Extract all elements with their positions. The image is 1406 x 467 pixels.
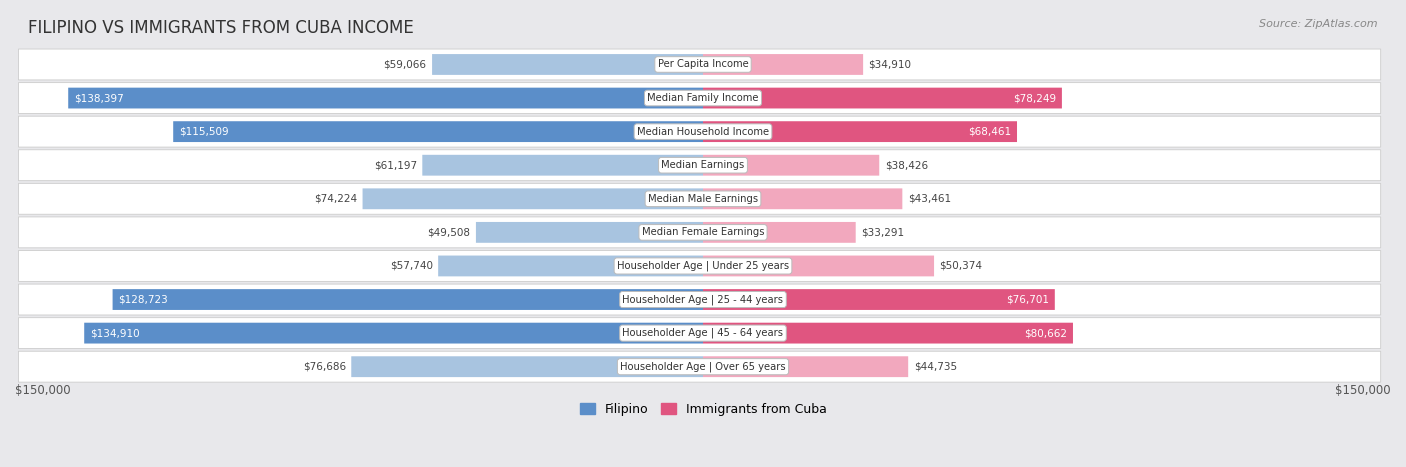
FancyBboxPatch shape: [363, 188, 703, 209]
FancyBboxPatch shape: [18, 83, 1381, 113]
Text: $59,066: $59,066: [384, 59, 426, 70]
FancyBboxPatch shape: [703, 88, 1062, 108]
Text: Median Household Income: Median Household Income: [637, 127, 769, 137]
Text: $76,701: $76,701: [1007, 295, 1049, 304]
Text: $150,000: $150,000: [1336, 384, 1391, 397]
FancyBboxPatch shape: [352, 356, 703, 377]
Text: $134,910: $134,910: [90, 328, 139, 338]
Text: $61,197: $61,197: [374, 160, 416, 170]
FancyBboxPatch shape: [703, 289, 1054, 310]
FancyBboxPatch shape: [18, 250, 1381, 282]
FancyBboxPatch shape: [112, 289, 703, 310]
Text: Source: ZipAtlas.com: Source: ZipAtlas.com: [1260, 19, 1378, 28]
Text: $44,735: $44,735: [914, 362, 957, 372]
FancyBboxPatch shape: [703, 155, 879, 176]
Legend: Filipino, Immigrants from Cuba: Filipino, Immigrants from Cuba: [575, 398, 831, 421]
FancyBboxPatch shape: [84, 323, 703, 344]
FancyBboxPatch shape: [703, 188, 903, 209]
FancyBboxPatch shape: [18, 184, 1381, 214]
FancyBboxPatch shape: [18, 318, 1381, 348]
FancyBboxPatch shape: [703, 323, 1073, 344]
Text: $43,461: $43,461: [908, 194, 950, 204]
Text: $150,000: $150,000: [15, 384, 70, 397]
Text: Householder Age | 25 - 44 years: Householder Age | 25 - 44 years: [623, 294, 783, 305]
Text: $78,249: $78,249: [1014, 93, 1056, 103]
Text: $74,224: $74,224: [314, 194, 357, 204]
Text: Median Female Earnings: Median Female Earnings: [641, 227, 765, 237]
Text: Median Family Income: Median Family Income: [647, 93, 759, 103]
Text: $34,910: $34,910: [869, 59, 911, 70]
Text: $115,509: $115,509: [179, 127, 228, 137]
FancyBboxPatch shape: [18, 150, 1381, 181]
FancyBboxPatch shape: [703, 356, 908, 377]
FancyBboxPatch shape: [18, 217, 1381, 248]
Text: $128,723: $128,723: [118, 295, 167, 304]
FancyBboxPatch shape: [703, 121, 1017, 142]
FancyBboxPatch shape: [69, 88, 703, 108]
FancyBboxPatch shape: [475, 222, 703, 243]
FancyBboxPatch shape: [173, 121, 703, 142]
Text: Householder Age | 45 - 64 years: Householder Age | 45 - 64 years: [623, 328, 783, 339]
FancyBboxPatch shape: [422, 155, 703, 176]
Text: $76,686: $76,686: [302, 362, 346, 372]
Text: $50,374: $50,374: [939, 261, 983, 271]
Text: Per Capita Income: Per Capita Income: [658, 59, 748, 70]
Text: $57,740: $57,740: [389, 261, 433, 271]
Text: $68,461: $68,461: [969, 127, 1011, 137]
FancyBboxPatch shape: [18, 49, 1381, 80]
Text: Householder Age | Over 65 years: Householder Age | Over 65 years: [620, 361, 786, 372]
FancyBboxPatch shape: [432, 54, 703, 75]
FancyBboxPatch shape: [18, 116, 1381, 147]
FancyBboxPatch shape: [703, 222, 856, 243]
Text: $80,662: $80,662: [1025, 328, 1067, 338]
Text: $38,426: $38,426: [884, 160, 928, 170]
FancyBboxPatch shape: [18, 351, 1381, 382]
Text: $49,508: $49,508: [427, 227, 471, 237]
FancyBboxPatch shape: [703, 255, 934, 276]
FancyBboxPatch shape: [439, 255, 703, 276]
Text: FILIPINO VS IMMIGRANTS FROM CUBA INCOME: FILIPINO VS IMMIGRANTS FROM CUBA INCOME: [28, 19, 413, 37]
Text: Householder Age | Under 25 years: Householder Age | Under 25 years: [617, 261, 789, 271]
Text: $33,291: $33,291: [862, 227, 904, 237]
FancyBboxPatch shape: [18, 284, 1381, 315]
Text: $138,397: $138,397: [73, 93, 124, 103]
Text: Median Earnings: Median Earnings: [661, 160, 745, 170]
FancyBboxPatch shape: [703, 54, 863, 75]
Text: Median Male Earnings: Median Male Earnings: [648, 194, 758, 204]
